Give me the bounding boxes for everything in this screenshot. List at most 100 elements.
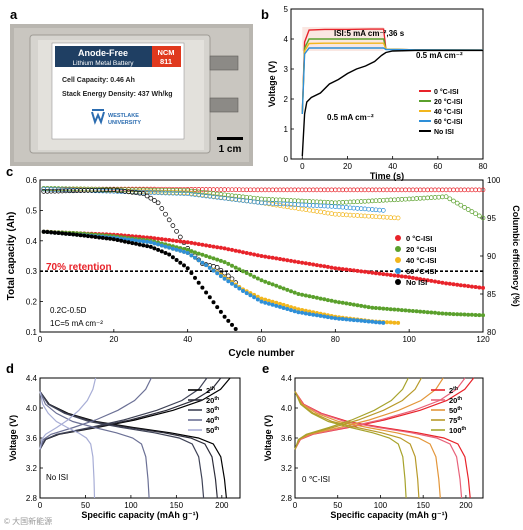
x-tick-label: 80 <box>479 162 488 171</box>
ce-point <box>299 206 305 212</box>
capacity-point <box>303 293 308 298</box>
capacity-point <box>241 269 245 274</box>
capacity-point <box>436 311 441 316</box>
capacity-point <box>270 302 275 307</box>
capacity-point <box>344 317 349 322</box>
x-tick-label: 50 <box>333 501 342 510</box>
capacity-point <box>359 318 364 323</box>
capacity-point <box>340 317 345 321</box>
capacity-point <box>285 304 290 308</box>
capacity-point <box>296 260 301 265</box>
capacity-point <box>159 249 164 254</box>
y-tick-label: 0 <box>284 155 289 164</box>
ce-point <box>159 206 165 211</box>
legend-label: 60 °C-ISI <box>406 267 437 276</box>
capacity-point <box>248 272 253 277</box>
capacity-point <box>458 283 463 288</box>
ce-point <box>458 202 464 208</box>
ce-point <box>314 209 320 214</box>
capacity-point <box>230 322 234 327</box>
capacity-point <box>303 311 308 316</box>
capacity-point <box>410 275 415 280</box>
capacity-point <box>329 315 334 320</box>
capacity-point <box>82 233 87 238</box>
capacity-point <box>462 283 467 288</box>
x-tick-label: 200 <box>215 501 229 510</box>
ce-point <box>214 265 220 270</box>
capacity-point <box>170 246 175 251</box>
capacity-point <box>170 238 175 243</box>
ce-point <box>414 196 419 201</box>
capacity-point <box>222 314 227 319</box>
x-tick-label: 20 <box>343 162 352 171</box>
capacity-point <box>355 268 360 273</box>
capacity-point <box>418 277 423 282</box>
capacity-point <box>204 243 209 248</box>
legend-label: 40 °C-ISI <box>406 256 437 265</box>
capacity-point <box>392 320 397 325</box>
chart-e: 0 50 100 150 200 2.8 3.2 3.6 4.0 4.4 Specific capa… <box>263 374 484 520</box>
capacity-point <box>414 309 419 314</box>
capacity-point <box>396 320 401 325</box>
x-tick-label: 0 <box>38 501 43 510</box>
legend-label: No ISI <box>434 129 454 136</box>
ce-point <box>473 211 478 217</box>
discharge-curve <box>294 391 420 499</box>
legend-label: 50th <box>449 406 462 415</box>
capacity-point <box>141 243 146 248</box>
ce-point <box>141 191 146 197</box>
cell-capacity-text: Cell Capacity: 0.46 Ah <box>62 77 135 84</box>
capacity-point <box>325 264 330 269</box>
y-right-tick-label: 85 <box>487 290 496 299</box>
capacity-point <box>215 271 220 276</box>
ce-point <box>152 198 157 203</box>
capacity-point <box>41 229 46 234</box>
y-tick-label: 0.2 <box>26 298 38 307</box>
capacity-point <box>248 251 253 256</box>
ce-point <box>233 187 239 193</box>
ce-point <box>148 190 154 195</box>
capacity-point <box>189 249 194 254</box>
x-axis-label: Cycle number <box>228 348 294 359</box>
capacity-point <box>392 273 397 278</box>
capacity-point <box>241 250 245 255</box>
capacity-point <box>60 231 65 236</box>
capacity-point <box>292 259 297 264</box>
y-tick-label: 4.0 <box>281 404 293 413</box>
ce-point <box>480 215 486 221</box>
capacity-point <box>156 236 161 241</box>
capacity-point <box>300 308 305 312</box>
capacity-point <box>359 269 364 274</box>
ce-point <box>329 211 334 216</box>
capacity-point <box>348 268 353 272</box>
capacity-point <box>366 270 371 275</box>
chart-c: 0 20 40 60 80 100 120 0.1 0.2 0.3 0.4 0.5 0.6 Cycle n… <box>6 176 521 359</box>
legend-marker <box>395 279 401 285</box>
capacity-point <box>63 231 68 236</box>
capacity-point <box>93 235 98 239</box>
legend-marker <box>395 268 401 274</box>
x-tick-label: 0 <box>293 501 298 510</box>
capacity-point <box>351 302 356 307</box>
capacity-point <box>373 271 378 276</box>
ce-point <box>233 197 239 202</box>
capacity-point <box>259 278 264 283</box>
capacity-point <box>230 281 234 286</box>
capacity-point <box>300 292 305 297</box>
ce-point <box>480 187 486 193</box>
legend-label: 2th <box>206 386 215 395</box>
legend-label: 75th <box>449 416 462 425</box>
capacity-point <box>167 245 172 250</box>
capacity-point <box>111 237 116 242</box>
capacity-point <box>200 260 205 265</box>
capacity-point <box>193 255 197 260</box>
capacity-point <box>403 274 408 279</box>
capacity-point <box>159 243 164 248</box>
discharge-curve <box>39 391 150 499</box>
capacity-point <box>211 300 216 305</box>
capacity-point <box>244 251 249 255</box>
capacity-point <box>333 266 338 271</box>
capacity-point <box>440 280 445 285</box>
capacity-point <box>314 295 319 300</box>
capacity-point <box>74 232 79 237</box>
